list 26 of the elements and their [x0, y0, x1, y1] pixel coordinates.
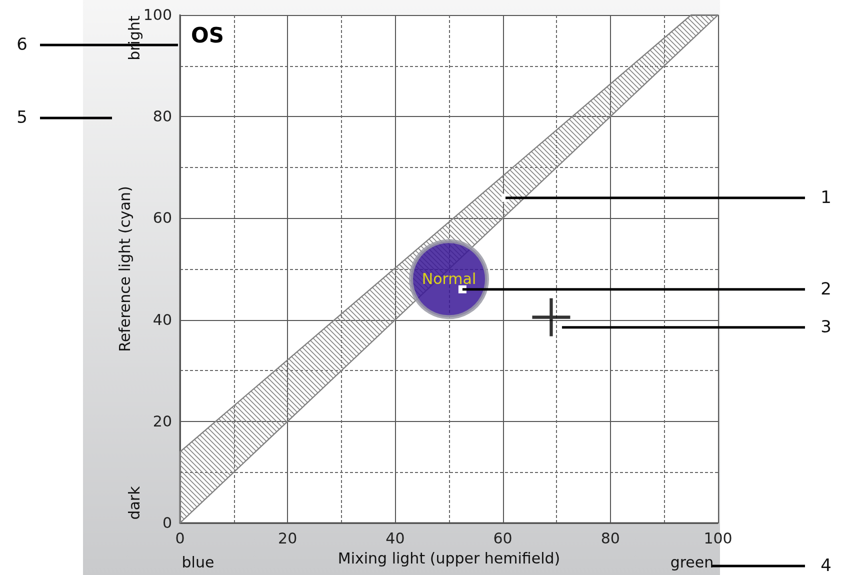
- x-axis-title: Mixing light (upper hemifield): [338, 550, 560, 568]
- x-tick-label: 0: [175, 530, 185, 548]
- annotation: 3: [820, 316, 832, 336]
- text: blue: [182, 554, 214, 572]
- annotation: 2: [820, 278, 832, 298]
- y-tick-label: 60: [152, 209, 172, 228]
- y-axis-title: Reference light (cyan): [116, 186, 134, 352]
- text: bright: [126, 16, 144, 60]
- y-tick-label: 20: [152, 412, 172, 430]
- x-tick-label: 80: [600, 530, 620, 548]
- text: dark: [126, 486, 144, 520]
- series-label: Normal: [422, 270, 476, 288]
- chart-title: OS: [191, 24, 224, 48]
- y-tick-label: 100: [143, 6, 172, 24]
- text: green: [670, 554, 714, 572]
- x-tick-label: 20: [278, 530, 298, 548]
- text: 5: [16, 107, 28, 127]
- text: 6: [16, 34, 28, 54]
- y-tick-label: 40: [152, 310, 172, 329]
- y-tick-label: 80: [152, 108, 172, 126]
- x-tick-label: 40: [386, 530, 405, 548]
- x-tick-label: 60: [493, 530, 512, 548]
- annotation: 1: [820, 186, 832, 207]
- y-tick-label: 0: [162, 514, 172, 532]
- text: 4: [820, 555, 832, 575]
- x-tick-label: 100: [704, 530, 732, 548]
